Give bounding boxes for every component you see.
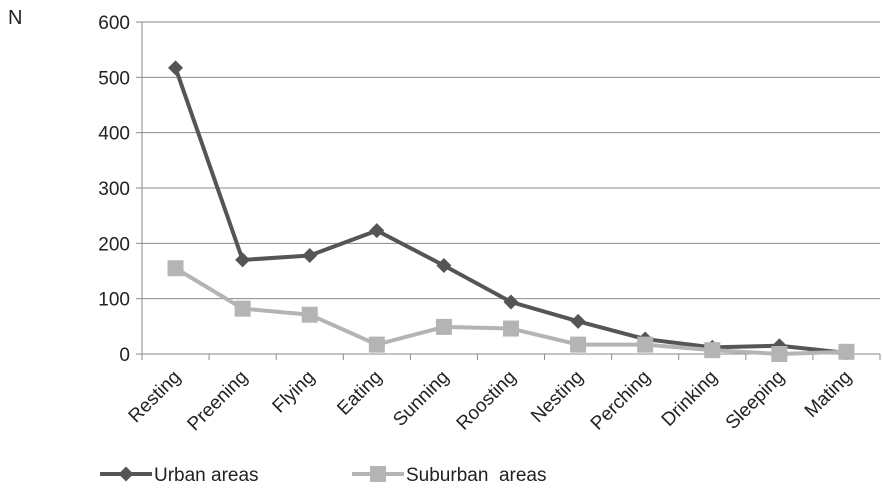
- x-tick-label: Nesting: [527, 367, 587, 427]
- series-1: [168, 60, 854, 361]
- data-point: [503, 294, 519, 310]
- legend: Urban areas Suburban areas: [100, 465, 547, 486]
- y-axis-label: N: [8, 7, 22, 29]
- series: [167, 60, 855, 362]
- data-point: [838, 343, 855, 360]
- y-tick-label: 300: [98, 179, 130, 200]
- x-tick-label: Preening: [184, 367, 253, 436]
- x-tick-label: Drinking: [658, 367, 722, 431]
- series-line: [174, 266, 847, 356]
- y-tick-label: 100: [98, 290, 130, 311]
- legend-label: Urban areas: [154, 465, 259, 486]
- y-tick-label: 600: [98, 13, 130, 34]
- data-point: [302, 248, 318, 264]
- x-tick-label: Sunning: [389, 367, 453, 431]
- data-point: [168, 60, 184, 76]
- y-tick-label: 200: [98, 234, 130, 255]
- data-point: [503, 320, 519, 337]
- data-point: [436, 257, 452, 273]
- data-point: [301, 306, 318, 323]
- series-2: [167, 260, 855, 362]
- x-tick-label: Eating: [333, 367, 386, 420]
- x-tick-label: Sleeping: [722, 367, 789, 434]
- data-point: [771, 346, 788, 362]
- gridlines: [136, 21, 880, 355]
- y-tick-label: 500: [98, 68, 130, 89]
- x-tick-label: Mating: [801, 367, 856, 422]
- data-point: [570, 336, 587, 353]
- legend-marker: [118, 466, 134, 482]
- data-point: [234, 300, 251, 317]
- data-point: [167, 260, 184, 277]
- data-point: [235, 252, 251, 268]
- x-tick-label: Resting: [125, 367, 185, 427]
- data-point: [435, 318, 452, 335]
- legend-item: Urban areas: [100, 465, 259, 486]
- legend-marker: [370, 466, 386, 482]
- y-tick-label: 400: [98, 124, 130, 145]
- x-tick-label: Roosting: [453, 367, 521, 435]
- data-point: [369, 223, 385, 239]
- x-tick-label: Flying: [269, 367, 320, 418]
- y-tick-labels: 0 100 200 300 400 500 600: [98, 13, 130, 366]
- data-point: [637, 336, 654, 353]
- data-point: [368, 336, 385, 353]
- data-point: [704, 342, 721, 359]
- y-tick-label: 0: [119, 345, 130, 366]
- data-point: [570, 313, 586, 329]
- legend-label: Suburban areas: [406, 465, 547, 486]
- x-tick-label: Perching: [587, 367, 655, 435]
- legend-item: Suburban areas: [352, 465, 547, 486]
